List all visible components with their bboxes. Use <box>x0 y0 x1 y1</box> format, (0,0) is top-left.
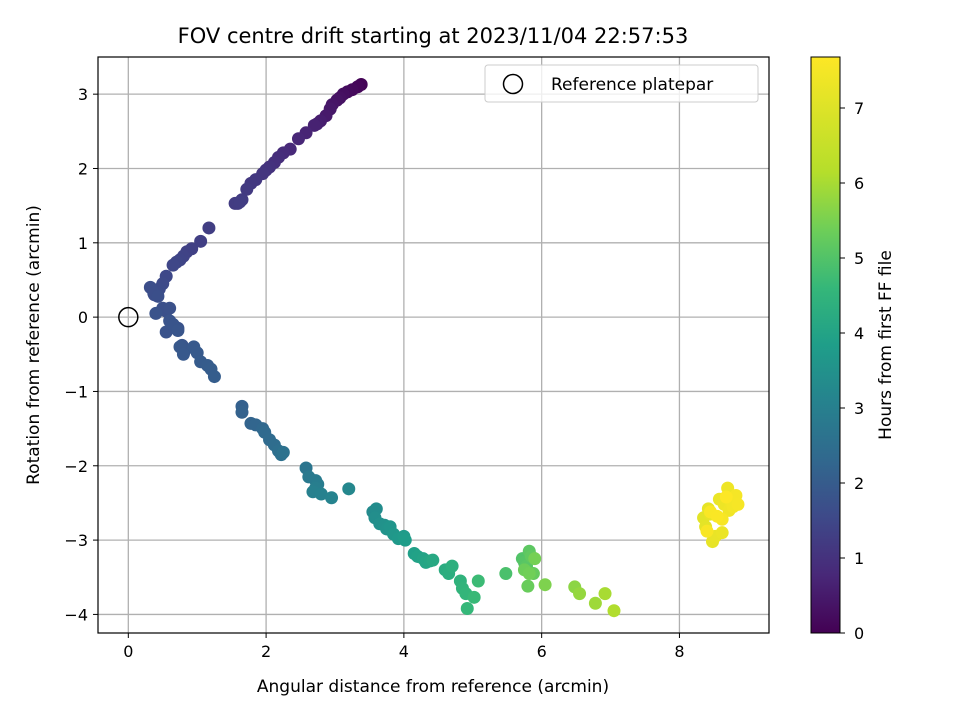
data-point <box>467 590 481 604</box>
colorbar-ticks: 0 1 2 3 4 5 6 7 <box>840 99 864 643</box>
x-tick-label: 2 <box>261 642 271 661</box>
data-point <box>194 234 208 248</box>
data-point <box>233 195 247 209</box>
y-tick-label: −4 <box>64 605 88 624</box>
data-point <box>719 490 733 504</box>
data-point <box>573 587 587 601</box>
y-axis-title: Rotation from reference (arcmin) <box>24 205 44 485</box>
plot-frame <box>97 56 770 634</box>
y-tick-label: −2 <box>64 457 88 476</box>
data-point <box>163 301 177 315</box>
data-point <box>176 347 190 361</box>
colorbar-tick-label: 3 <box>854 399 864 418</box>
colorbar-gradient <box>810 56 841 634</box>
data-point <box>522 567 536 581</box>
y-tick-label: −3 <box>64 531 88 550</box>
data-point <box>598 587 612 601</box>
data-point <box>291 132 305 146</box>
y-tick-label: 1 <box>78 234 88 253</box>
colorbar-tick-label: 1 <box>854 549 864 568</box>
colorbar: 0 1 2 3 4 5 6 7 Hours from first FF file <box>810 56 896 643</box>
data-point <box>471 574 485 588</box>
data-point <box>700 524 714 538</box>
colorbar-tick-label: 5 <box>854 249 864 268</box>
data-point <box>715 526 729 540</box>
reference-marker-layer <box>118 306 139 328</box>
data-point <box>521 579 535 593</box>
data-point <box>307 118 321 132</box>
data-point <box>731 497 745 511</box>
data-points <box>143 77 745 618</box>
legend-box <box>484 64 759 103</box>
legend-reference-marker <box>502 73 524 95</box>
data-point <box>460 601 474 615</box>
data-point <box>151 289 165 303</box>
chart-title: FOV centre drift starting at 2023/11/04 … <box>178 24 689 48</box>
data-point <box>499 567 513 581</box>
x-tick-label: 0 <box>123 642 133 661</box>
data-point <box>149 306 163 320</box>
data-point <box>710 509 724 523</box>
data-point <box>342 482 356 496</box>
data-point <box>325 491 339 505</box>
data-point <box>398 533 412 547</box>
legend-entry-reference-platepar: Reference platepar <box>551 75 713 95</box>
colorbar-tick-label: 4 <box>854 324 864 343</box>
y-tick-label: −1 <box>64 382 88 401</box>
data-point <box>538 578 552 592</box>
data-point <box>314 487 328 501</box>
colorbar-tick-label: 2 <box>854 474 864 493</box>
tick-labels: 0 2 4 6 8 −4 −3 −2 −1 0 1 2 3 <box>64 85 684 661</box>
data-point <box>202 221 216 235</box>
grid-lines <box>98 57 769 633</box>
colorbar-tick-label: 0 <box>854 624 864 643</box>
data-point <box>445 559 459 573</box>
x-tick-label: 8 <box>674 642 684 661</box>
reference-platepar-marker <box>118 306 139 328</box>
data-point <box>528 552 542 566</box>
data-point <box>276 445 290 459</box>
x-tick-label: 4 <box>399 642 409 661</box>
y-tick-label: 2 <box>78 159 88 178</box>
axes <box>97 56 770 634</box>
y-tick-label: 0 <box>78 308 88 327</box>
data-point <box>171 324 185 338</box>
data-point <box>207 370 221 384</box>
x-tick-label: 6 <box>537 642 547 661</box>
data-point <box>426 553 440 567</box>
data-point <box>166 258 180 272</box>
data-point <box>607 604 621 618</box>
x-axis-title: Angular distance from reference (arcmin) <box>257 677 609 697</box>
colorbar-tick-label: 6 <box>854 174 864 193</box>
data-point <box>588 596 602 610</box>
data-point <box>235 405 249 419</box>
y-tick-label: 3 <box>78 85 88 104</box>
data-point <box>240 182 254 196</box>
colorbar-tick-label: 7 <box>854 99 864 118</box>
legend: Reference platepar <box>484 64 759 103</box>
colorbar-title: Hours from first FF file <box>876 250 896 440</box>
